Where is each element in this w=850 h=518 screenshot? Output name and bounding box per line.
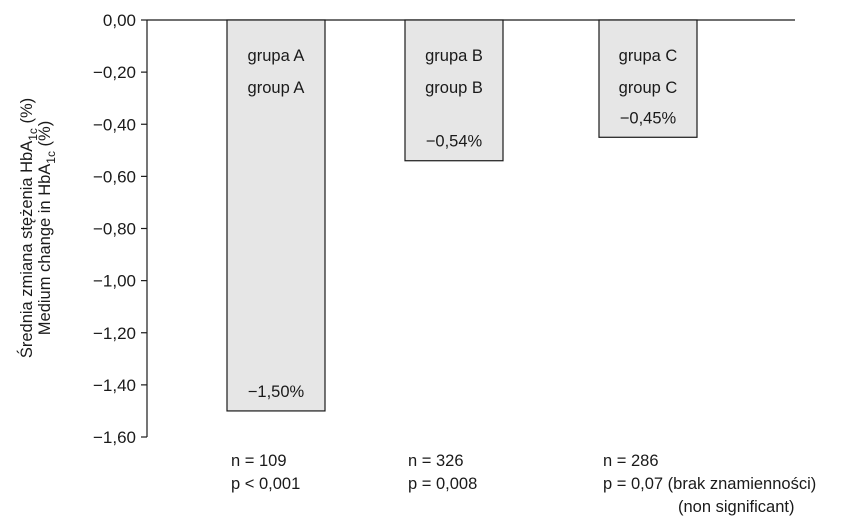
y-label-english: Medium change in HbA1c (%) <box>36 121 58 335</box>
bar-group-a: grupa A group A −1,50% <box>226 19 326 412</box>
bar <box>404 19 504 162</box>
stats-block-a: n = 109 p < 0,001 <box>231 452 300 493</box>
y-tick-label: −0,20 <box>93 63 136 82</box>
stat-line: p = 0,07 (brak znamienności) <box>603 475 816 493</box>
y-label-polish-unit: (%) <box>18 98 36 128</box>
stat-line: n = 286 <box>603 452 659 470</box>
y-label-polish-subscript: 1c <box>26 128 40 141</box>
bar-group-c: grupa C group C −0,45% <box>598 19 698 138</box>
stats-block-b: n = 326 p = 0,008 <box>408 452 477 493</box>
bar-value-label: −0,45% <box>620 109 677 127</box>
y-label-english-subscript: 1c <box>44 151 58 164</box>
stats-block-c: n = 286 p = 0,07 (brak znamienności) (non … <box>603 452 816 516</box>
y-label-english-text: Medium change in HbA1c (%) <box>36 121 58 335</box>
bar-name-polish: grupa B <box>425 47 483 65</box>
y-label-english-main: Medium change in HbA <box>36 164 54 336</box>
stat-line: n = 326 <box>408 452 464 470</box>
y-axis: 0,00 −0,20 −0,40 −0,60 −0,80 −1,00 −1,20 −1,40 −… <box>93 11 148 447</box>
y-axis-label: Średnia zmiana stężenia HbA1c (%)Medium … <box>17 98 58 358</box>
bar-value-label: −0,54% <box>426 133 483 151</box>
bar-name-english: group A <box>248 79 305 97</box>
stat-line: (non significant) <box>678 498 794 516</box>
bar-name-polish: grupa C <box>619 47 678 65</box>
y-tick-label: −0,40 <box>93 115 136 134</box>
y-label-polish: Średnia zmiana stężenia HbA1c (%) <box>17 98 40 358</box>
bars-group: grupa A group A −1,50% grupa B group B −0,54%… <box>226 19 698 412</box>
y-tick-label: 0,00 <box>103 11 136 30</box>
stat-line: n = 109 <box>231 452 287 470</box>
bar-value-label: −1,50% <box>248 383 305 401</box>
y-tick-label: −0,60 <box>93 167 136 186</box>
bar-name-english: group C <box>619 79 678 97</box>
bar <box>598 19 698 138</box>
bar <box>226 19 326 412</box>
y-tick-label: −1,20 <box>93 324 136 343</box>
bar-name-polish: grupa A <box>248 47 305 65</box>
y-tick-label: −1,40 <box>93 376 136 395</box>
stat-line: p < 0,001 <box>231 475 300 493</box>
y-tick-label: −1,60 <box>93 428 136 447</box>
stats-group: n = 109 p < 0,001 n = 326 p = 0,008 n = 286 p… <box>231 452 816 516</box>
y-tick-label: −0,80 <box>93 220 136 239</box>
bar-name-english: group B <box>425 79 483 97</box>
stat-line: p = 0,008 <box>408 475 477 493</box>
bar-group-b: grupa B group B −0,54% <box>404 19 504 162</box>
y-tick-label: −1,00 <box>93 272 136 291</box>
y-label-english-unit: (%) <box>36 121 54 151</box>
y-label-polish-main: Średnia zmiana stężenia HbA <box>17 141 36 358</box>
y-label-polish-text: Średnia zmiana stężenia HbA1c (%) <box>17 98 40 358</box>
